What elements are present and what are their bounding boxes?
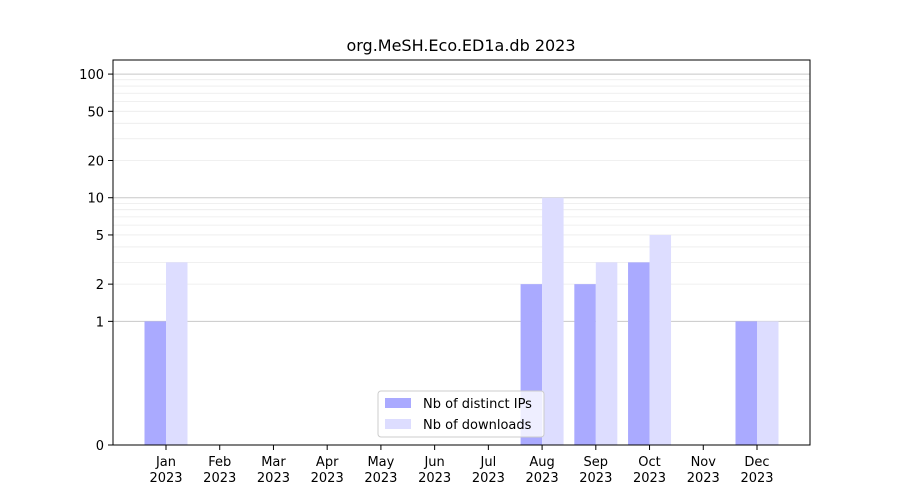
legend-box (377, 390, 545, 438)
x-tick-label-month: Nov (691, 455, 717, 470)
x-axis: Jan2023Feb2023Mar2023Apr2023May2023Jun20… (149, 445, 774, 486)
x-tick-label-year: 2023 (364, 471, 397, 486)
x-tick-label-month: Dec (744, 455, 769, 470)
x-tick-label-year: 2023 (472, 471, 505, 486)
x-tick-label-month: Jul (480, 455, 497, 470)
y-tick-label: 20 (87, 155, 104, 170)
x-tick-label-month: Jun (423, 455, 444, 470)
x-tick-label-month: May (367, 455, 394, 470)
legend-swatch-ips (385, 398, 411, 408)
y-tick-label: 0 (96, 439, 104, 454)
y-tick-label: 5 (96, 229, 104, 244)
x-tick-label-year: 2023 (257, 471, 290, 486)
bar-distinct-ips (144, 321, 166, 445)
legend-label-ips: Nb of distinct IPs (423, 397, 532, 412)
x-tick-label-month: Apr (316, 455, 339, 470)
bar-downloads (166, 262, 188, 445)
legend-swatch-downloads (385, 419, 411, 429)
grid-layer (113, 73, 810, 322)
bar-downloads (542, 197, 564, 445)
x-tick-label-year: 2023 (687, 471, 720, 486)
x-tick-label-year: 2023 (149, 471, 182, 486)
x-tick-label-month: Sep (584, 455, 609, 470)
x-tick-label-month: Mar (261, 455, 286, 470)
x-tick-label-year: 2023 (740, 471, 773, 486)
y-tick-label: 2 (96, 278, 104, 293)
x-tick-label-month: Jan (155, 455, 176, 470)
chart-title: org.MeSH.Eco.ED1a.db 2023 (346, 36, 575, 55)
bar-distinct-ips (735, 321, 757, 445)
bar-downloads (595, 262, 618, 445)
bar-downloads (649, 234, 672, 445)
x-tick-label-year: 2023 (203, 471, 236, 486)
y-tick-label: 50 (87, 105, 104, 120)
x-tick-label-year: 2023 (311, 471, 344, 486)
x-tick-label-year: 2023 (526, 471, 559, 486)
plot-frame (112, 59, 811, 446)
legend-label-downloads: Nb of downloads (423, 418, 532, 433)
y-tick-label: 10 (87, 192, 104, 207)
x-tick-label-year: 2023 (579, 471, 612, 486)
x-tick-label-month: Aug (529, 455, 554, 470)
x-tick-label-month: Feb (208, 455, 231, 470)
y-tick-label: 1 (96, 315, 104, 330)
y-tick-label: 100 (79, 68, 104, 83)
bar-distinct-ips (574, 284, 596, 445)
bar-downloads (757, 321, 779, 445)
y-axis: 0 1 2 5 10 20 50 100 (79, 68, 113, 454)
bar-distinct-ips (628, 262, 650, 445)
bars-layer (144, 197, 779, 445)
x-tick-label-year: 2023 (633, 471, 666, 486)
x-tick-label-year: 2023 (418, 471, 451, 486)
x-tick-label-month: Oct (638, 455, 660, 470)
legend: Nb of distinct IPs Nb of downloads (377, 390, 545, 438)
